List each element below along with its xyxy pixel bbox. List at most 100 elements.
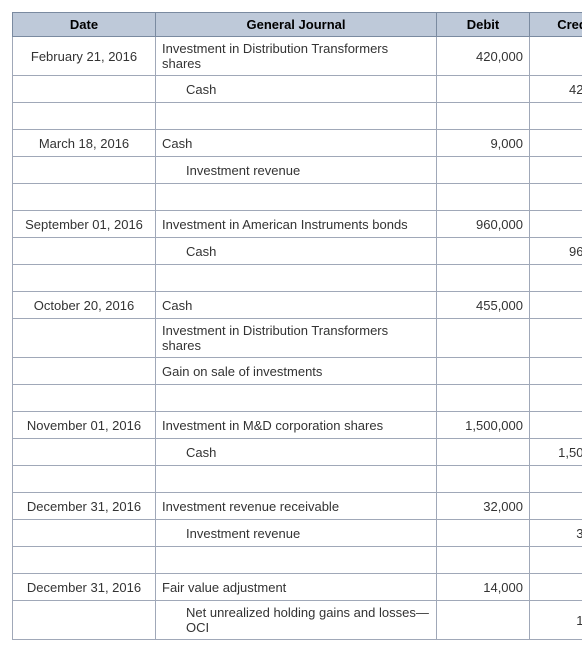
credit-cell xyxy=(530,130,582,157)
table-row: December 31, 2016Fair value adjustment14… xyxy=(13,574,582,601)
credit-cell xyxy=(530,319,582,358)
credit-cell xyxy=(530,547,582,574)
table-row xyxy=(13,385,582,412)
journal-cell: Cash xyxy=(156,439,437,466)
journal-cell xyxy=(156,184,437,211)
debit-cell: 32,000 xyxy=(437,493,530,520)
table-row: Investment in Distribution Transformers … xyxy=(13,319,582,358)
date-cell xyxy=(13,601,156,640)
date-cell: October 20, 2016 xyxy=(13,292,156,319)
journal-cell: Investment in Distribution Transformers … xyxy=(156,37,437,76)
date-cell xyxy=(13,358,156,385)
journal-cell: Gain on sale of investments xyxy=(156,358,437,385)
table-row xyxy=(13,547,582,574)
table-row: Cash 960,000 xyxy=(13,238,582,265)
credit-cell: 1,500,000 xyxy=(530,439,582,466)
journal-cell: Cash xyxy=(156,292,437,319)
credit-cell: 420,000 xyxy=(530,76,582,103)
journal-cell: Investment in American Instruments bonds xyxy=(156,211,437,238)
date-cell: December 31, 2016 xyxy=(13,493,156,520)
date-cell: December 31, 2016 xyxy=(13,574,156,601)
header-date: Date xyxy=(13,13,156,37)
header-credit: Credit xyxy=(530,13,582,37)
journal-cell: Net unrealized holding gains and losses—… xyxy=(156,601,437,640)
debit-cell: 420,000 xyxy=(437,37,530,76)
date-cell xyxy=(13,439,156,466)
date-cell: March 18, 2016 xyxy=(13,130,156,157)
date-cell: September 01, 2016 xyxy=(13,211,156,238)
debit-cell xyxy=(437,601,530,640)
journal-cell: Cash xyxy=(156,130,437,157)
date-cell xyxy=(13,238,156,265)
header-debit: Debit xyxy=(437,13,530,37)
journal-cell: Cash xyxy=(156,238,437,265)
journal-cell xyxy=(156,547,437,574)
credit-cell xyxy=(530,103,582,130)
table-row: October 20, 2016Cash455,000 xyxy=(13,292,582,319)
header-journal: General Journal xyxy=(156,13,437,37)
general-journal-table: Date General Journal Debit Credit Februa… xyxy=(12,12,582,640)
date-cell xyxy=(13,157,156,184)
date-cell xyxy=(13,76,156,103)
journal-cell: Investment revenue xyxy=(156,520,437,547)
debit-cell xyxy=(437,265,530,292)
table-row: Net unrealized holding gains and losses—… xyxy=(13,601,582,640)
date-cell xyxy=(13,319,156,358)
date-cell: February 21, 2016 xyxy=(13,37,156,76)
credit-cell xyxy=(530,37,582,76)
debit-cell: 9,000 xyxy=(437,130,530,157)
date-cell xyxy=(13,103,156,130)
table-row: December 31, 2016Investment revenue rece… xyxy=(13,493,582,520)
date-cell xyxy=(13,184,156,211)
journal-cell: Investment revenue receivable xyxy=(156,493,437,520)
date-cell xyxy=(13,547,156,574)
journal-cell: Fair value adjustment xyxy=(156,574,437,601)
debit-cell xyxy=(437,238,530,265)
credit-cell xyxy=(530,184,582,211)
debit-cell: 1,500,000 xyxy=(437,412,530,439)
journal-cell xyxy=(156,103,437,130)
credit-cell xyxy=(530,466,582,493)
table-row: Investment revenue32,000 xyxy=(13,520,582,547)
credit-cell: 9,000 xyxy=(530,157,582,184)
credit-cell xyxy=(530,412,582,439)
table-row xyxy=(13,265,582,292)
table-row: November 01, 2016Investment in M&D corpo… xyxy=(13,412,582,439)
table-row: September 01, 2016Investment in American… xyxy=(13,211,582,238)
table-row: March 18, 2016Cash9,000 xyxy=(13,130,582,157)
credit-cell xyxy=(530,211,582,238)
journal-cell: Investment in M&D corporation shares xyxy=(156,412,437,439)
credit-cell xyxy=(530,358,582,385)
journal-cell xyxy=(156,385,437,412)
journal-cell: Investment in Distribution Transformers … xyxy=(156,319,437,358)
journal-cell xyxy=(156,265,437,292)
table-row xyxy=(13,184,582,211)
debit-cell: 960,000 xyxy=(437,211,530,238)
journal-cell: Investment revenue xyxy=(156,157,437,184)
table-row: Cash 420,000 xyxy=(13,76,582,103)
debit-cell xyxy=(437,319,530,358)
journal-cell: Cash xyxy=(156,76,437,103)
debit-cell xyxy=(437,520,530,547)
credit-cell xyxy=(530,292,582,319)
credit-cell xyxy=(530,574,582,601)
date-cell xyxy=(13,466,156,493)
date-cell xyxy=(13,385,156,412)
debit-cell xyxy=(437,358,530,385)
debit-cell: 14,000 xyxy=(437,574,530,601)
debit-cell xyxy=(437,439,530,466)
date-cell: November 01, 2016 xyxy=(13,412,156,439)
table-row: Gain on sale of investments xyxy=(13,358,582,385)
table-row: Investment revenue 9,000 xyxy=(13,157,582,184)
credit-cell: 14,000 xyxy=(530,601,582,640)
debit-cell xyxy=(437,466,530,493)
table-row xyxy=(13,103,582,130)
credit-cell: 960,000 xyxy=(530,238,582,265)
debit-cell xyxy=(437,103,530,130)
date-cell xyxy=(13,265,156,292)
debit-cell xyxy=(437,157,530,184)
debit-cell xyxy=(437,385,530,412)
date-cell xyxy=(13,520,156,547)
credit-cell xyxy=(530,265,582,292)
credit-cell xyxy=(530,493,582,520)
